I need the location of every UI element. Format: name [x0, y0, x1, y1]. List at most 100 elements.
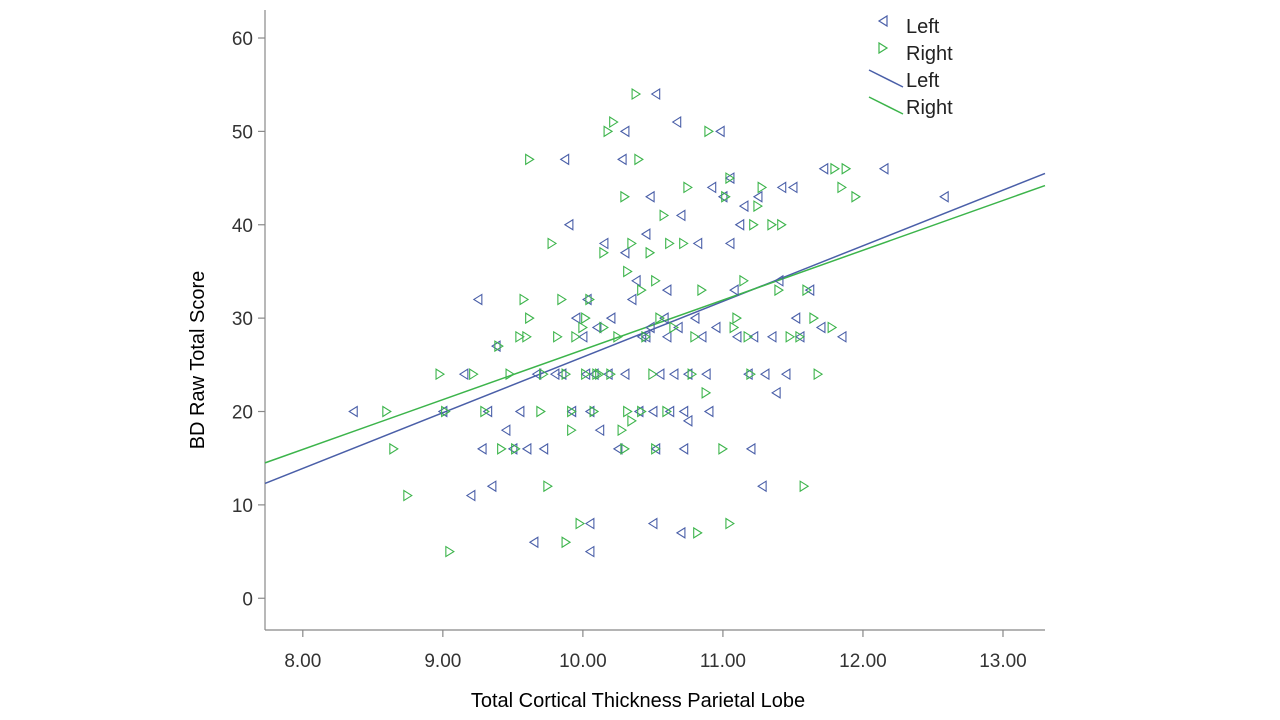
point-left: [818, 162, 829, 175]
point-right: [802, 284, 812, 297]
point-left: [598, 237, 609, 250]
point-right: [441, 405, 451, 418]
point-left: [794, 330, 805, 343]
point-right: [749, 218, 759, 231]
point-right: [382, 405, 392, 418]
point-left: [706, 181, 717, 194]
point-right: [841, 162, 852, 175]
point-right: [767, 218, 777, 231]
point-right: [511, 442, 521, 455]
point-left: [731, 330, 742, 343]
x-tick-label: 12.00: [839, 651, 887, 672]
point-left: [780, 368, 791, 381]
point-left: [710, 321, 721, 334]
point-right: [581, 368, 591, 381]
point-left: [631, 274, 641, 287]
point-right: [645, 246, 656, 259]
point-left: [664, 405, 675, 418]
point-left: [647, 405, 658, 418]
point-left: [692, 237, 703, 250]
y-ticks: 0 10 20 30 40 50 60: [232, 29, 265, 610]
point-right: [693, 526, 703, 539]
point-right: [631, 88, 642, 101]
point-left: [591, 321, 602, 334]
point-right: [813, 368, 824, 381]
point-right: [809, 312, 819, 325]
point-left: [790, 312, 801, 325]
point-left: [703, 405, 714, 418]
point-left: [486, 480, 497, 493]
point-right: [757, 181, 768, 194]
point-right: [389, 442, 399, 455]
point-left: [584, 545, 595, 558]
point-right: [777, 218, 787, 231]
point-right: [536, 405, 546, 418]
point-right: [403, 489, 413, 502]
point-left: [582, 293, 592, 306]
point-right: [627, 414, 637, 427]
point-right: [799, 480, 810, 493]
point-right: [543, 480, 553, 493]
point-right: [571, 330, 581, 343]
point-right: [746, 368, 756, 381]
point-right: [785, 330, 796, 343]
point-right: [637, 284, 647, 297]
point-right: [592, 368, 602, 381]
fit-line-left: [264, 172, 1046, 485]
point-left: [745, 442, 756, 455]
point-right: [519, 293, 530, 306]
point-left: [617, 153, 627, 166]
point-right: [575, 517, 586, 530]
legend-label-right-marker: Right: [906, 43, 953, 65]
point-left: [645, 190, 655, 203]
point-right: [701, 386, 712, 399]
point-right: [827, 321, 838, 334]
point-left: [654, 368, 665, 381]
point-left: [465, 489, 476, 502]
point-right: [585, 293, 595, 306]
point-right: [683, 181, 693, 194]
point-right: [599, 246, 609, 259]
point-right: [651, 274, 661, 287]
point-left: [696, 330, 707, 343]
point-left: [701, 368, 711, 381]
point-right: [721, 190, 731, 203]
point-right: [687, 368, 698, 381]
point-left: [748, 330, 759, 343]
point-left: [612, 442, 623, 455]
point-left: [661, 330, 672, 343]
point-left: [659, 312, 669, 325]
data-points: [348, 88, 949, 558]
point-left: [603, 368, 613, 381]
point-right: [539, 368, 549, 381]
point-left: [729, 284, 739, 297]
point-left: [619, 368, 630, 381]
point-left: [766, 330, 777, 343]
point-right: [606, 368, 616, 381]
point-left: [773, 274, 784, 287]
legend-right-line-icon: [868, 96, 904, 115]
point-left: [650, 442, 661, 455]
point-left: [738, 200, 749, 213]
point-left: [715, 125, 725, 138]
point-right: [599, 321, 609, 334]
point-left: [633, 405, 644, 418]
point-left: [437, 405, 448, 418]
point-left: [605, 312, 616, 325]
point-right: [697, 284, 707, 297]
point-left: [619, 125, 630, 138]
point-left: [458, 368, 469, 381]
point-left: [640, 228, 651, 241]
point-left: [619, 246, 630, 259]
point-right: [623, 405, 633, 418]
point-right: [830, 162, 840, 175]
point-left: [776, 181, 787, 194]
point-left: [538, 442, 549, 455]
point-left: [939, 190, 949, 203]
y-tick-label: 20: [232, 403, 253, 424]
point-left: [650, 88, 661, 101]
point-left: [491, 340, 501, 353]
point-left: [577, 330, 588, 343]
axes: [264, 10, 1045, 631]
